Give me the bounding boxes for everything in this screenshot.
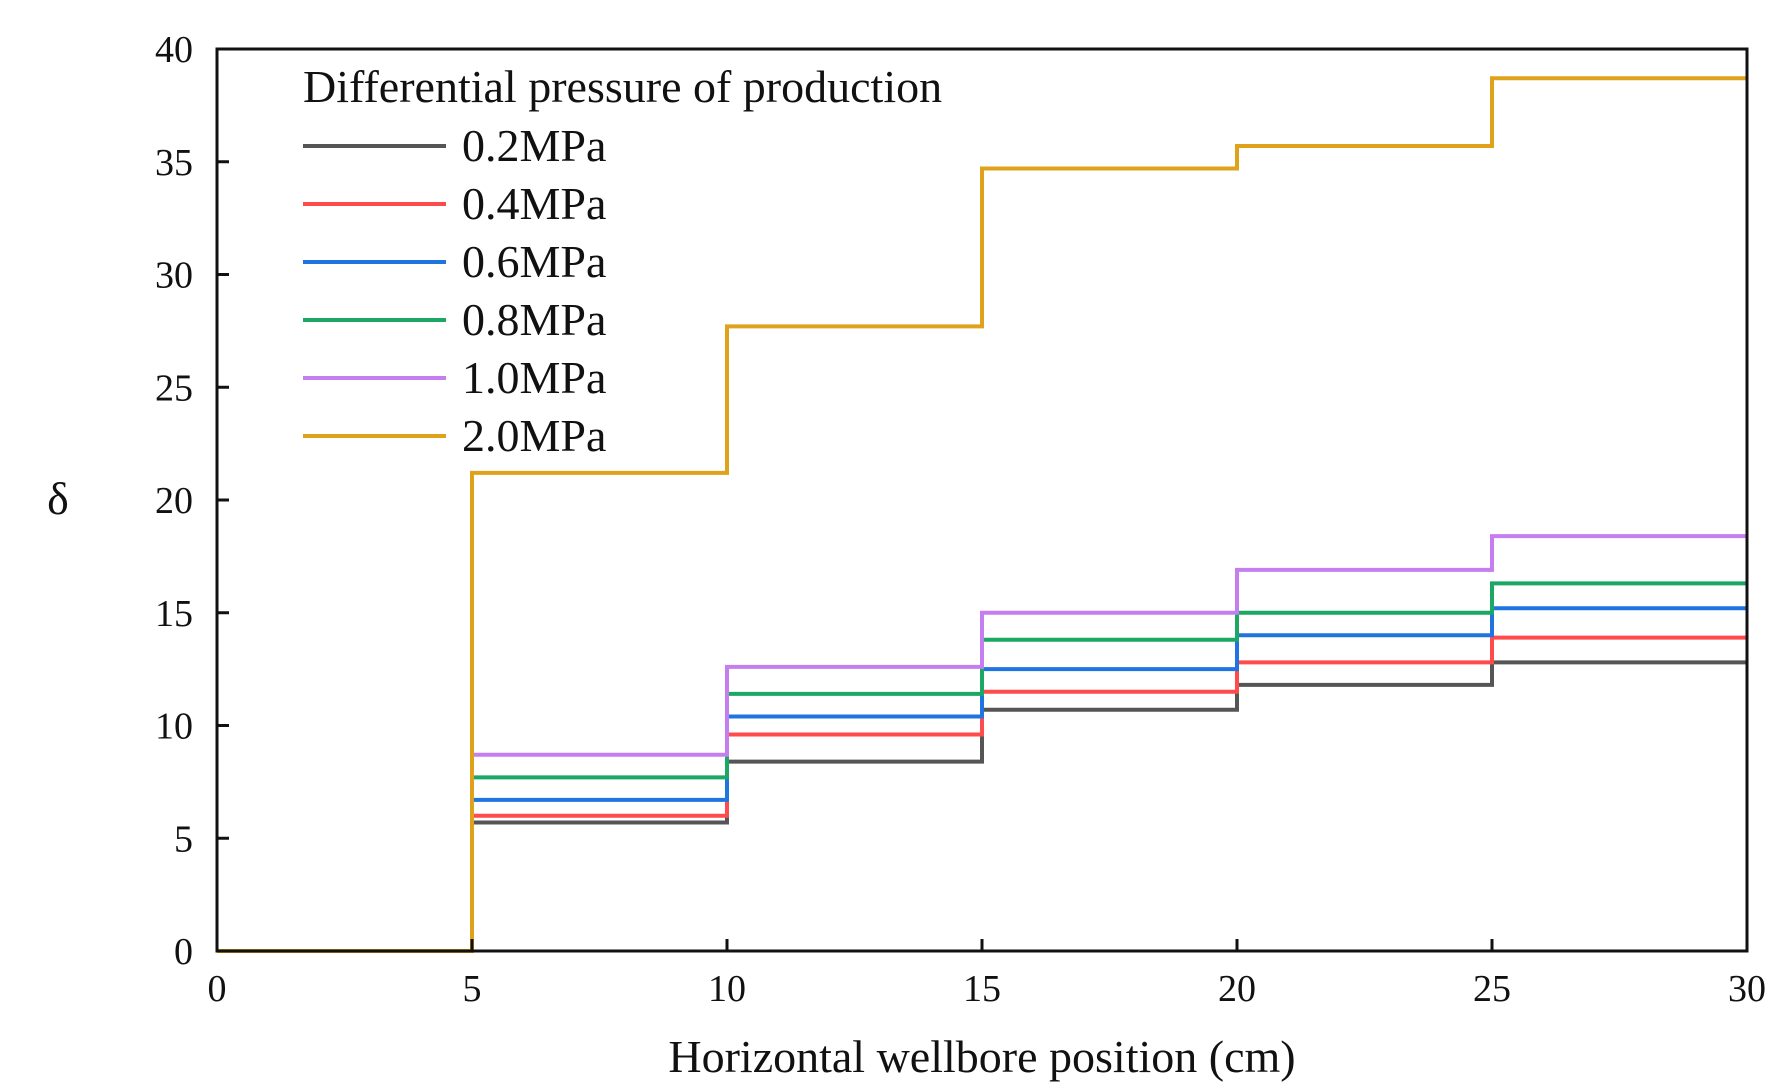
- x-tick-label: 25: [1473, 968, 1511, 1010]
- legend-label-1: 0.4MPa: [462, 178, 606, 229]
- x-tick-label: 30: [1728, 968, 1766, 1010]
- x-tick-label: 10: [708, 968, 746, 1010]
- x-tick-label: 15: [963, 968, 1001, 1010]
- y-tick-label: 40: [155, 29, 193, 71]
- legend: Differential pressure of production 0.2M…: [303, 61, 942, 461]
- y-tick-label: 15: [155, 593, 193, 635]
- legend-label-2: 0.6MPa: [462, 236, 606, 287]
- y-tick-label: 30: [155, 255, 193, 297]
- y-tick-label: 20: [155, 480, 193, 522]
- legend-label-0: 0.2MPa: [462, 120, 606, 171]
- y-tick-label: 35: [155, 142, 193, 184]
- y-tick-label: 10: [155, 706, 193, 748]
- y-tick-label: 5: [174, 818, 193, 860]
- x-tick-label: 5: [463, 968, 482, 1010]
- y-tick-label: 25: [155, 367, 193, 409]
- legend-title: Differential pressure of production: [303, 61, 942, 112]
- y-axis-label: δ: [47, 473, 69, 524]
- legend-label-5: 2.0MPa: [462, 410, 606, 461]
- tick-layer: 0 5 10 15 20 25 30 0 5 10 15 20 25 30 35 40: [155, 29, 1766, 1010]
- x-axis-label: Horizontal wellbore position (cm): [668, 1031, 1295, 1082]
- x-tick-label: 0: [208, 968, 227, 1010]
- legend-label-3: 0.8MPa: [462, 294, 606, 345]
- series-line-5: [217, 76, 1747, 953]
- series-layer: [217, 76, 1747, 953]
- legend-label-4: 1.0MPa: [462, 352, 606, 403]
- x-tick-label: 20: [1218, 968, 1256, 1010]
- y-tick-label: 0: [174, 931, 193, 973]
